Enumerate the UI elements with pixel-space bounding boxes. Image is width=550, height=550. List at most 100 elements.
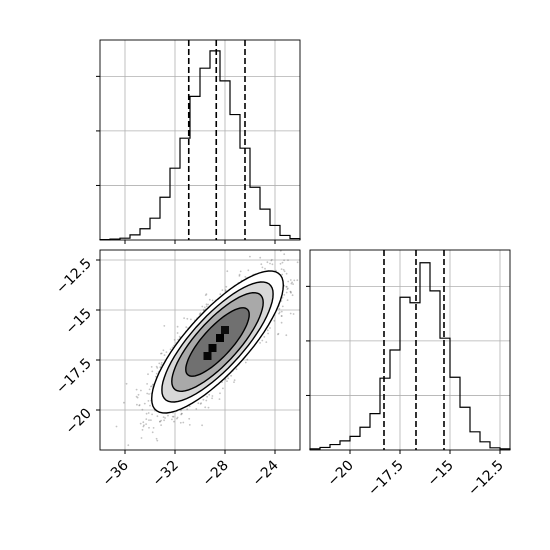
scatter-point: [207, 406, 210, 409]
scatter-point: [205, 293, 208, 295]
scatter-point: [185, 326, 188, 328]
scatter-point: [180, 409, 182, 412]
scatter-point: [222, 387, 224, 390]
scatter-point: [159, 420, 161, 423]
scatter-point: [289, 291, 292, 293]
scatter-point: [207, 303, 210, 306]
scatter-point: [285, 285, 288, 288]
scatter-point: [218, 398, 221, 400]
scatter-point: [249, 255, 251, 258]
scatter-point: [139, 422, 142, 425]
contour-line: [150, 270, 285, 414]
scatter-point: [203, 306, 206, 309]
scatter-point: [147, 373, 149, 376]
scatter-point: [162, 349, 165, 352]
scatter-point: [285, 334, 288, 337]
scatter-point: [204, 406, 207, 409]
scatter-point: [205, 399, 208, 402]
scatter-point: [138, 404, 141, 406]
scatter-point: [145, 412, 148, 415]
scatter-point: [159, 420, 161, 423]
scatter-point: [291, 281, 293, 284]
scatter-point: [140, 437, 143, 439]
scatter-point: [150, 385, 152, 388]
scatter-point: [171, 415, 174, 418]
scatter-point: [275, 269, 277, 272]
scatter-point: [225, 285, 228, 288]
scatter-point: [176, 325, 179, 328]
scatter-point: [238, 275, 241, 277]
scatter-point: [176, 332, 179, 334]
scatter-point: [198, 313, 201, 316]
scatter-point: [115, 425, 118, 428]
histogram-step-line: [309, 262, 511, 450]
scatter-point: [151, 385, 153, 387]
scatter-point: [277, 333, 279, 336]
scatter-point: [227, 377, 230, 380]
scatter-point: [261, 339, 264, 342]
scatter-point: [141, 408, 144, 411]
scatter-point: [180, 412, 183, 415]
scatter-point: [296, 279, 299, 282]
scatter-point: [123, 401, 125, 404]
scatter-point: [158, 362, 161, 365]
scatter-point: [259, 256, 262, 259]
scatter-point: [224, 289, 227, 291]
scatter-point: [142, 421, 145, 424]
scatter-point: [206, 395, 209, 398]
scatter-point: [202, 308, 205, 311]
scatter-point: [233, 379, 236, 381]
scatter-point: [181, 412, 183, 415]
scatter-point: [159, 366, 162, 368]
scatter-point: [176, 417, 178, 420]
scatter-point: [283, 270, 286, 273]
scatter-point: [151, 431, 154, 434]
scatter-point: [260, 263, 263, 266]
scatter-point: [140, 389, 142, 392]
scatter-point: [186, 408, 189, 411]
scatter-point: [289, 279, 292, 281]
scatter-point: [167, 414, 169, 417]
scatter-point: [160, 419, 163, 422]
scatter-point: [141, 429, 144, 431]
scatter-point: [151, 370, 154, 373]
scatter-point: [292, 313, 295, 315]
scatter-point: [188, 417, 191, 420]
scatter-point: [282, 268, 285, 271]
scatter-point: [171, 418, 173, 421]
scatter-point: [197, 402, 200, 405]
scatter-point: [281, 305, 284, 308]
scatter-point: [160, 352, 163, 355]
scatter-point: [221, 289, 224, 291]
scatter-point: [188, 424, 191, 426]
scatter-point: [244, 276, 247, 278]
scatter-point: [290, 291, 292, 294]
scatter-point: [263, 336, 266, 338]
scatter-point: [204, 294, 207, 296]
scatter-point: [205, 303, 208, 306]
scatter-point: [208, 393, 211, 396]
scatter-point: [145, 423, 148, 425]
scatter-point: [150, 419, 152, 421]
scatter-point: [173, 420, 175, 423]
scatter-point: [127, 444, 130, 447]
scatter-point: [183, 317, 186, 319]
scatter-point: [200, 402, 203, 405]
scatter-point: [178, 335, 181, 338]
scatter-point: [160, 362, 163, 364]
scatter-point: [186, 317, 189, 320]
scatter-point: [156, 439, 159, 442]
scatter-point: [173, 339, 176, 341]
scatter-point: [201, 305, 204, 308]
scatter-point: [199, 312, 202, 315]
contour-line: [185, 307, 250, 377]
scatter-point: [182, 421, 185, 424]
scatter-point: [283, 294, 286, 296]
scatter-point: [147, 400, 150, 402]
scatter-point: [291, 294, 294, 297]
scatter-point: [160, 364, 163, 366]
scatter-point: [280, 268, 283, 270]
scatter-point: [211, 397, 214, 400]
scatter-point: [125, 382, 128, 385]
scatter-point: [201, 424, 204, 427]
